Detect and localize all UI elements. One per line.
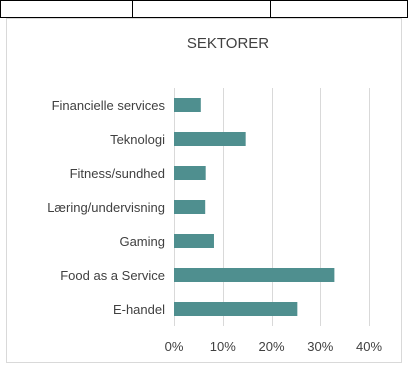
bar <box>174 200 206 214</box>
chart-frame: SEKTORER Financielle services Teknologi Fi… <box>6 18 402 363</box>
category-label: Food as a Service <box>60 268 165 283</box>
x-tick-label: 30% <box>307 339 333 354</box>
x-tick-label: 40% <box>356 339 382 354</box>
category-label: Læring/undervisning <box>47 200 165 215</box>
bar <box>174 268 335 282</box>
chart-title: SEKTORER <box>187 35 269 52</box>
bar <box>174 132 246 146</box>
grid-layer <box>174 88 370 326</box>
x-tick-label: 20% <box>258 339 284 354</box>
bar-layer <box>174 98 335 316</box>
category-label: Financielle services <box>52 98 166 113</box>
category-label: E-handel <box>113 302 165 317</box>
category-label: Fitness/sundhed <box>70 166 165 181</box>
bar <box>174 166 206 180</box>
tick-labels: 0% 10% 20% 30% 40% <box>165 339 383 354</box>
bar <box>174 98 201 112</box>
x-tick-label: 0% <box>165 339 184 354</box>
bar-chart: SEKTORER Financielle servicesTeknologiFi… <box>6 18 402 363</box>
table-fragment-top <box>0 0 408 18</box>
x-tick-label: 10% <box>210 339 236 354</box>
category-label: Gaming <box>119 234 165 249</box>
bar <box>174 302 298 316</box>
category-labels: Financielle services Teknologi Fitness/sun… <box>47 98 165 317</box>
bar <box>174 234 214 248</box>
category-label: Teknologi <box>110 132 165 147</box>
